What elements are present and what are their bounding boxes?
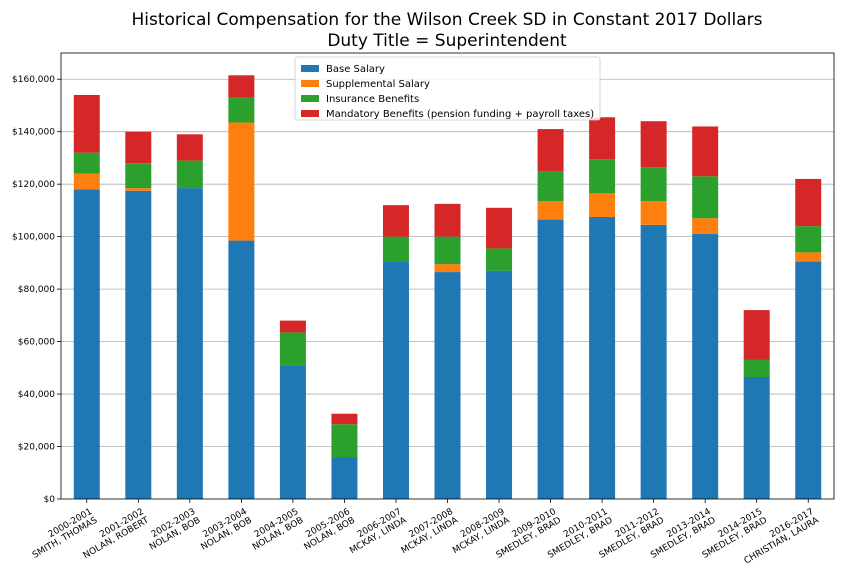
bar-segment xyxy=(176,160,203,189)
bar-segment xyxy=(640,201,667,225)
bar-segment xyxy=(228,122,255,241)
y-tick-label: $160,000 xyxy=(12,75,55,85)
bar-segment xyxy=(331,413,358,425)
bar-segment xyxy=(125,163,152,189)
y-tick-label: $140,000 xyxy=(12,128,55,138)
bar-segment xyxy=(228,97,255,123)
bar-segment xyxy=(589,216,616,499)
legend-swatch xyxy=(301,95,319,102)
bar-segment xyxy=(795,226,822,253)
bar-segment xyxy=(589,159,616,194)
bar-segment xyxy=(692,176,719,219)
legend-box xyxy=(294,56,601,121)
bar-segment xyxy=(125,131,152,164)
bar-segment xyxy=(382,236,409,262)
bar-segment xyxy=(176,188,203,500)
bar-segment xyxy=(795,178,822,227)
bar-segment xyxy=(73,173,100,190)
y-tick-label: $100,000 xyxy=(12,233,55,243)
legend-label: Base Salary xyxy=(326,64,385,75)
chart-subtitle: Duty Title = Superintendent xyxy=(327,31,567,51)
bar-segment xyxy=(331,457,358,499)
bar-segment xyxy=(743,310,770,360)
bar-segment xyxy=(228,75,255,98)
bar-segment xyxy=(434,264,461,273)
x-tick-label: 2004-2005NOLAN, BOB xyxy=(246,507,305,553)
bar-segment xyxy=(743,359,770,378)
x-axis: 2000-2001SMITH, THOMAS 2001-2002NOLAN, RO… xyxy=(31,499,821,566)
bar-segment xyxy=(176,134,203,161)
bar-segment xyxy=(589,117,616,160)
bar-segment xyxy=(279,332,306,366)
bar-segment xyxy=(486,270,513,499)
bar-segment xyxy=(434,272,461,499)
bar-segment xyxy=(795,252,822,262)
x-tick-label: 2002-2003NOLAN, BOB xyxy=(143,507,202,553)
bar-segment xyxy=(228,240,255,500)
y-axis: $0 $20,000 $40,000 $60,000 $80,000 $100,000 $1… xyxy=(12,75,61,505)
bar-segment xyxy=(795,261,822,499)
bar-segment xyxy=(589,193,616,217)
legend-swatch xyxy=(301,65,319,72)
bar-segment xyxy=(434,203,461,237)
x-tick-label: 2005-2006NOLAN, BOB xyxy=(298,507,358,553)
x-tick-label: 2003-2004NOLAN, BOB xyxy=(195,507,255,553)
legend-label: Supplemental Salary xyxy=(326,79,430,90)
x-tick-label: 2007-2008MCKAY, LINDA xyxy=(395,507,461,557)
bar-segment xyxy=(640,121,667,168)
bar-segment xyxy=(537,201,564,220)
bar-segment xyxy=(125,188,152,191)
bar-segment xyxy=(125,190,152,499)
bar-segment xyxy=(692,126,719,177)
bar-segment xyxy=(382,205,409,237)
bar-segment xyxy=(73,152,100,174)
bar-segment xyxy=(692,234,719,499)
bar-segment xyxy=(537,219,564,499)
x-tick-label: 2006-2007MCKAY, LINDA xyxy=(343,507,409,557)
bar-segment xyxy=(692,218,719,235)
bar-segment xyxy=(331,424,358,458)
y-tick-label: $120,000 xyxy=(12,180,55,190)
legend-label: Insurance Benefits xyxy=(326,94,419,105)
bar-segment xyxy=(486,248,513,271)
y-tick-label: $60,000 xyxy=(18,338,55,348)
bar-segment xyxy=(486,207,513,249)
legend: Base Salary Supplemental Salary Insurance … xyxy=(294,56,601,121)
bar-segment xyxy=(73,189,100,499)
bar-segment xyxy=(279,320,306,333)
legend-swatch xyxy=(301,110,319,117)
chart-title: Historical Compensation for the Wilson C… xyxy=(131,10,762,30)
bar-segment xyxy=(73,94,100,153)
legend-label: Mandatory Benefits (pension funding + pa… xyxy=(326,109,594,120)
bars xyxy=(73,75,822,500)
y-tick-label: $0 xyxy=(44,495,56,505)
bar-segment xyxy=(279,365,306,499)
bar-segment xyxy=(382,261,409,499)
bar-segment xyxy=(434,236,461,265)
bar-segment xyxy=(640,224,667,499)
y-tick-label: $40,000 xyxy=(18,390,55,400)
bar-segment xyxy=(743,377,770,499)
y-tick-label: $20,000 xyxy=(18,443,55,453)
bar-segment xyxy=(537,171,564,202)
legend-swatch xyxy=(301,80,319,87)
y-tick-label: $80,000 xyxy=(18,285,55,295)
bar-segment xyxy=(537,129,564,172)
bar-segment xyxy=(640,167,667,202)
